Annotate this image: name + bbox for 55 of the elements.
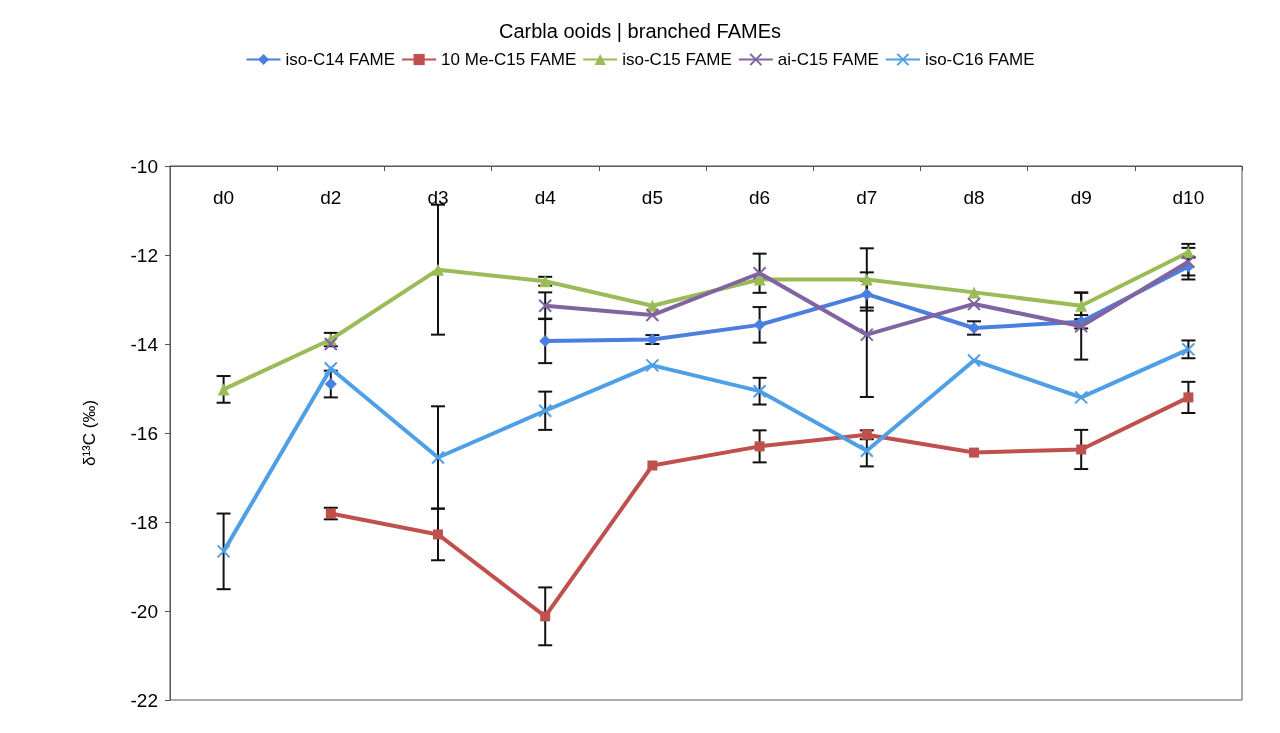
point — [217, 383, 230, 396]
point — [1183, 392, 1194, 403]
point — [324, 378, 337, 391]
legend-label: 10 Me-C15 FAME — [441, 50, 577, 69]
point — [323, 337, 338, 351]
x-tick-label: d4 — [534, 187, 557, 208]
legend-label: iso-C14 FAME — [285, 50, 396, 69]
point — [859, 327, 874, 342]
point — [859, 443, 874, 458]
point — [432, 263, 444, 276]
point — [754, 441, 765, 452]
point — [216, 544, 231, 559]
point — [323, 361, 338, 376]
point — [967, 353, 981, 368]
x-tick-label: d10 — [1172, 187, 1205, 208]
point — [1076, 444, 1087, 455]
x-tick-label: d7 — [856, 187, 878, 208]
y-tick-label: -12 — [130, 244, 158, 266]
x-tick-label: d0 — [213, 187, 235, 208]
y-tick-label: -18 — [130, 511, 158, 533]
x-tick-label: d5 — [641, 187, 663, 208]
point — [1181, 254, 1196, 269]
point — [967, 296, 981, 311]
y-axis-title: δ¹³C (‰) — [80, 399, 99, 467]
x-tick-label: d2 — [320, 187, 342, 208]
point — [645, 308, 660, 323]
point — [538, 403, 553, 418]
x-tick-label: d6 — [749, 187, 771, 208]
point — [647, 460, 658, 471]
point — [1075, 299, 1088, 312]
y-tick-label: -22 — [130, 689, 158, 711]
legend-label: ai-C15 FAME — [777, 50, 879, 69]
point — [969, 447, 979, 458]
point — [860, 273, 873, 286]
y-tick-label: -20 — [130, 600, 158, 622]
point — [645, 358, 660, 373]
point — [431, 450, 445, 465]
point — [1074, 390, 1089, 405]
point — [860, 288, 873, 301]
chart-title: Carbla ooids | branched FAMEs — [498, 20, 782, 42]
point — [433, 529, 443, 540]
x-tick-label: d9 — [1070, 187, 1092, 208]
y-tick-label: -10 — [130, 155, 158, 177]
legend-label: iso-C15 FAME — [622, 50, 732, 69]
point — [753, 318, 766, 331]
x-tick-label: d3 — [427, 187, 449, 208]
point — [968, 286, 980, 299]
x-tick-label: d8 — [963, 187, 985, 208]
y-tick-label: -16 — [130, 422, 158, 444]
point — [752, 266, 767, 281]
y-tick-label: -14 — [130, 333, 159, 355]
legend-label: iso-C16 FAME — [924, 50, 1035, 69]
point — [752, 384, 767, 399]
point — [540, 611, 551, 622]
point — [538, 298, 553, 313]
